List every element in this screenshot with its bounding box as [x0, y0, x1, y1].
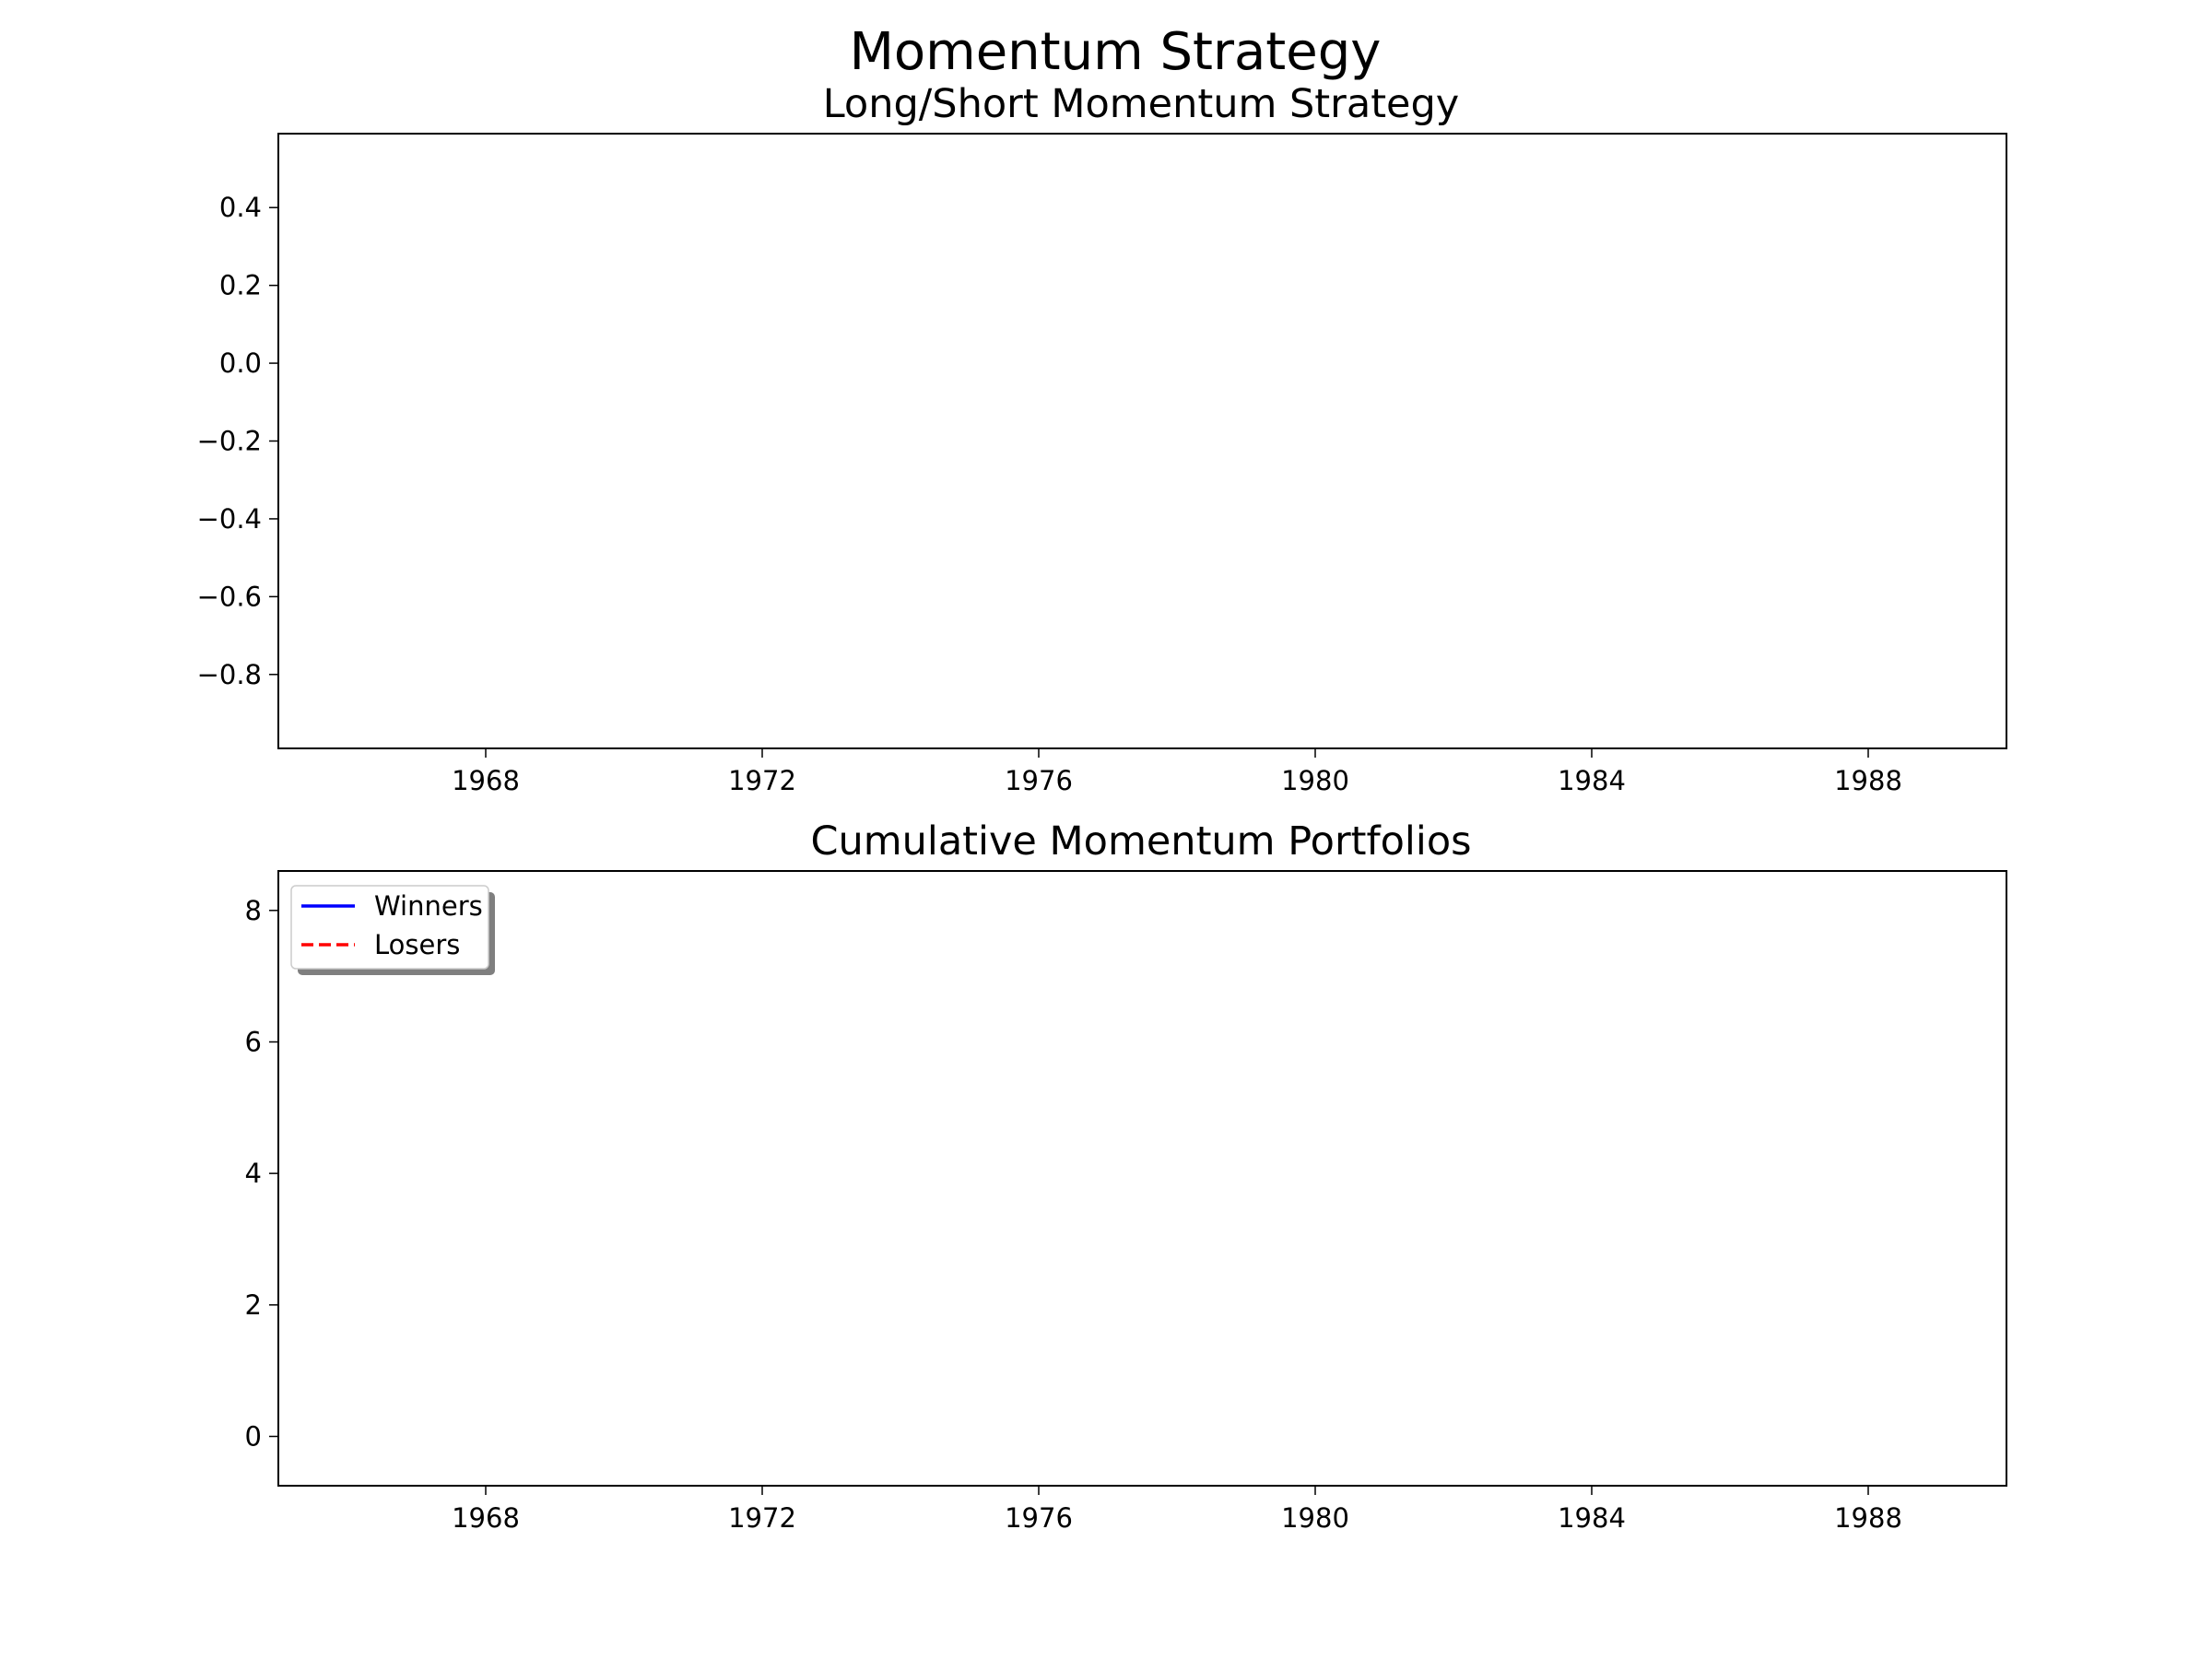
cumulative-plot-area	[277, 870, 2007, 1487]
cumulative-x-tick-label: 1988	[1834, 1502, 1902, 1534]
long-short-x-tick-label: 1972	[728, 765, 796, 796]
long-short-y-tick-label: 0.4	[219, 192, 262, 223]
cumulative-x-tick-label: 1972	[728, 1502, 796, 1534]
long-short-x-tick-label: 1976	[1005, 765, 1073, 796]
long-short-panel-title: Long/Short Momentum Strategy	[823, 81, 1460, 127]
long-short-x-tick-label: 1968	[452, 765, 520, 796]
long-short-y-tick-label: −0.4	[197, 503, 262, 535]
cumulative-x-tick-label: 1968	[452, 1502, 520, 1534]
cumulative-y-tick-label: 4	[245, 1158, 262, 1189]
figure-title: Momentum Strategy	[850, 22, 1382, 82]
long-short-y-tick-label: 0.2	[219, 270, 262, 301]
cumulative-y-tick-label: 0	[245, 1420, 262, 1452]
cumulative-panel-title: Cumulative Momentum Portfolios	[810, 818, 1471, 865]
long-short-y-tick-label: −0.2	[197, 426, 262, 457]
legend-label-losers: Losers	[374, 929, 460, 960]
cumulative-y-tick-label: 6	[245, 1026, 262, 1057]
long-short-x-tick-label: 1988	[1834, 765, 1902, 796]
long-short-y-tick-label: −0.8	[197, 659, 262, 690]
long-short-y-tick-label: −0.6	[197, 581, 262, 612]
long-short-plot-area	[277, 133, 2007, 749]
cumulative-x-tick-label: 1984	[1558, 1502, 1626, 1534]
cumulative-x-tick-label: 1976	[1005, 1502, 1073, 1534]
long-short-y-axis: 0.4 0.2 0.0 −0.2 −0.4 −0.6 −0.8	[197, 192, 278, 690]
cumulative-x-axis: 1968 1972 1976 1980 1984 1988	[452, 1486, 1902, 1534]
cumulative-x-tick-label: 1980	[1281, 1502, 1349, 1534]
legend-label-winners: Winners	[374, 890, 483, 922]
long-short-panel: Long/Short Momentum Strategy 1968 1972 197…	[197, 81, 2007, 796]
long-short-x-axis: 1968 1972 1976 1980 1984 1988	[452, 748, 1902, 796]
long-short-y-tick-label: 0.0	[219, 347, 262, 379]
cumulative-y-tick-label: 2	[245, 1289, 262, 1321]
legend: Winners Losers	[290, 885, 495, 975]
cumulative-panel: Cumulative Momentum Portfolios 1968 1972 1…	[245, 818, 2007, 1534]
long-short-x-tick-label: 1980	[1281, 765, 1349, 796]
long-short-x-tick-label: 1984	[1558, 765, 1626, 796]
cumulative-y-tick-label: 8	[245, 895, 262, 926]
cumulative-y-axis: 8 6 4 2 0	[245, 895, 278, 1452]
